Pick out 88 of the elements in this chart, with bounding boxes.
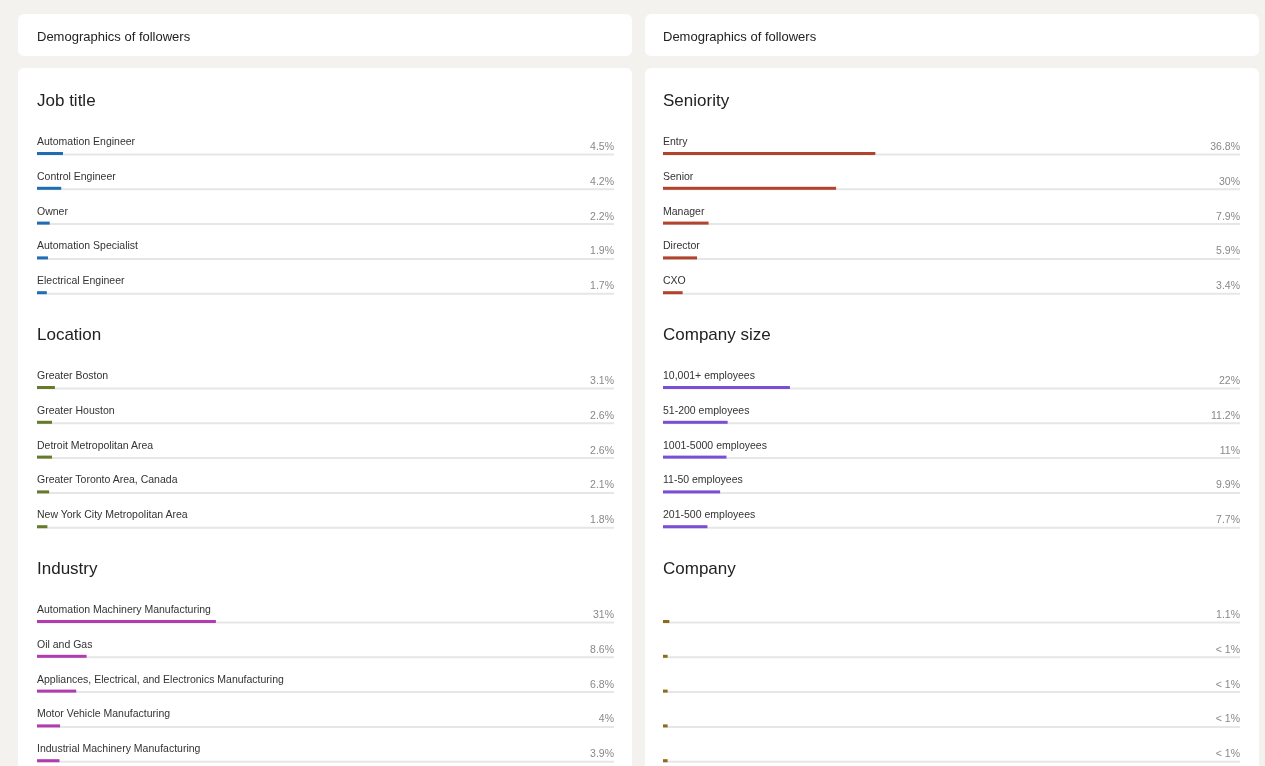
bar	[37, 221, 50, 225]
data-label: 7.7%	[1216, 513, 1240, 526]
category-label: Appliances, Electrical, and Electronics Manufacturing	[37, 672, 284, 685]
data-label: 5.9%	[1216, 244, 1240, 257]
bar	[663, 525, 708, 529]
bar	[663, 256, 698, 260]
data-label: 22%	[1218, 374, 1240, 386]
bar	[37, 420, 52, 424]
bar	[37, 759, 60, 763]
bar	[663, 221, 709, 225]
category-label: 10,001+ employees	[663, 369, 755, 381]
bar	[37, 724, 61, 728]
bar	[37, 291, 47, 295]
bar	[663, 386, 790, 389]
data-label: 7.9%	[1216, 209, 1240, 222]
bar	[663, 420, 728, 424]
category-label: Automation Machinery Manufacturing	[37, 603, 211, 615]
data-label: 1.9%	[590, 244, 614, 257]
bar	[37, 186, 62, 190]
data-label: 11.2%	[1211, 408, 1240, 421]
chart-title: Seniority	[663, 91, 730, 110]
category-label: Detroit Metropolitan Area	[37, 438, 154, 451]
data-label: < 1%	[1215, 747, 1240, 760]
category-label: Oil and Gas	[37, 637, 93, 650]
chart-title: Company size	[663, 325, 771, 344]
data-label: 2.2%	[590, 209, 614, 222]
category-label: Electrical Engineer	[37, 274, 125, 287]
text: Demographics of followers	[37, 29, 191, 44]
bar	[37, 256, 48, 260]
bar	[37, 620, 216, 623]
category-label: Automation Engineer	[37, 135, 136, 147]
category-label: Senior	[663, 169, 694, 182]
data-label: < 1%	[1215, 642, 1240, 655]
category-label: 201-500 employees	[663, 508, 756, 521]
data-label: < 1%	[1215, 677, 1240, 690]
category-label: Owner	[37, 204, 68, 217]
data-label: 3.9%	[590, 747, 614, 760]
data-label: 4.2%	[590, 174, 614, 187]
chart-title: Location	[37, 325, 102, 344]
data-label: 31%	[592, 608, 614, 620]
bar	[37, 525, 48, 529]
bar	[37, 654, 87, 658]
bar	[37, 455, 52, 459]
data-label: 9.9%	[1216, 478, 1240, 491]
category-label: Automation Specialist	[37, 239, 138, 252]
data-label: 2.1%	[590, 478, 614, 491]
data-label: 30%	[1218, 174, 1240, 187]
data-label: 3.1%	[590, 374, 614, 386]
data-label: 8.6%	[590, 642, 614, 655]
bar	[663, 455, 727, 459]
category-label: CXO	[663, 274, 686, 287]
chart-title: Industry	[37, 559, 98, 578]
bar	[663, 186, 837, 190]
category-label: Entry	[663, 135, 688, 147]
category-label: Greater Toronto Area, Canada	[37, 473, 178, 486]
category-label: Control Engineer	[37, 169, 116, 182]
bar	[37, 689, 77, 693]
category-label: 51-200 employees	[663, 403, 750, 416]
category-label: 1001-5000 employees	[663, 438, 767, 451]
data-label: 36.8%	[1210, 140, 1240, 152]
bar	[663, 291, 683, 295]
data-label: 11%	[1219, 443, 1240, 456]
data-label: 1.1%	[1216, 608, 1240, 620]
bar	[37, 152, 63, 155]
category-label: Greater Houston	[37, 403, 115, 416]
text: Demographics of followers	[663, 29, 817, 44]
chart-title: Job title	[37, 91, 96, 110]
bar	[663, 490, 721, 494]
category-label: Industrial Machinery Manufacturing	[37, 742, 201, 755]
chart-title: Company	[663, 559, 737, 578]
bar	[663, 152, 876, 155]
category-label: Motor Vehicle Manufacturing	[37, 707, 171, 720]
category-label: New York City Metropolitan Area	[37, 508, 188, 521]
category-label: Director	[663, 239, 700, 252]
category-label: 11-50 employees	[663, 473, 743, 486]
data-label: < 1%	[1215, 712, 1240, 725]
category-label: Manager	[663, 204, 705, 217]
data-label: 1.7%	[590, 279, 614, 292]
data-label: 3.4%	[1216, 279, 1240, 292]
data-label: 4.5%	[590, 140, 614, 152]
bar	[37, 386, 55, 389]
data-label: 2.6%	[590, 408, 614, 421]
data-label: 1.8%	[590, 513, 614, 526]
data-label: 6.8%	[590, 677, 614, 690]
data-label: 2.6%	[590, 443, 614, 456]
data-label: 4%	[598, 712, 614, 725]
bar	[37, 490, 50, 494]
category-label: Greater Boston	[37, 369, 109, 381]
